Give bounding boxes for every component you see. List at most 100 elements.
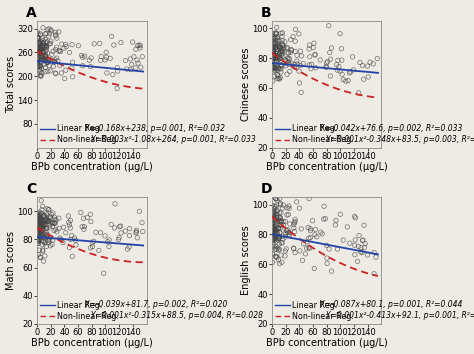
Point bbox=[38, 221, 46, 227]
Point bbox=[275, 44, 283, 50]
Point bbox=[37, 55, 45, 61]
Point bbox=[42, 232, 49, 237]
Text: Y=-0.087x+80.1, p=0.001, R²=0.044: Y=-0.087x+80.1, p=0.001, R²=0.044 bbox=[315, 300, 462, 309]
Point bbox=[297, 48, 304, 54]
Point bbox=[277, 215, 284, 221]
Point bbox=[305, 245, 313, 250]
Point bbox=[276, 44, 283, 50]
Point bbox=[42, 45, 49, 50]
Point bbox=[78, 224, 86, 229]
Point bbox=[41, 240, 48, 246]
Point bbox=[48, 51, 55, 57]
Point bbox=[45, 58, 52, 64]
Point bbox=[269, 45, 276, 51]
Point bbox=[278, 34, 286, 39]
Point bbox=[57, 49, 64, 55]
Point bbox=[39, 57, 47, 63]
Point bbox=[41, 53, 48, 59]
Point bbox=[279, 42, 287, 48]
Point bbox=[269, 220, 276, 226]
Point bbox=[41, 39, 49, 45]
Point bbox=[43, 59, 51, 65]
Point bbox=[270, 231, 278, 236]
Point bbox=[47, 27, 55, 33]
Text: Y=0.001x²-0.413x+92.1, p=0.001, R²=0.038: Y=0.001x²-0.413x+92.1, p=0.001, R²=0.038 bbox=[326, 312, 474, 320]
Point bbox=[298, 226, 305, 232]
Point bbox=[319, 231, 326, 237]
Point bbox=[35, 231, 42, 236]
Point bbox=[34, 56, 41, 62]
Point bbox=[34, 47, 41, 53]
Point bbox=[276, 75, 284, 80]
Point bbox=[323, 242, 330, 248]
Point bbox=[52, 29, 59, 35]
Point bbox=[270, 228, 277, 233]
Point bbox=[275, 53, 283, 59]
Point bbox=[35, 50, 42, 55]
Point bbox=[39, 43, 46, 49]
Point bbox=[272, 31, 280, 37]
Point bbox=[276, 201, 284, 206]
Point bbox=[282, 230, 290, 236]
Point bbox=[369, 61, 377, 67]
Point bbox=[37, 72, 45, 78]
Point bbox=[274, 68, 282, 73]
Point bbox=[269, 222, 276, 228]
Point bbox=[283, 228, 291, 234]
Point bbox=[37, 44, 45, 50]
Point bbox=[273, 244, 280, 249]
Y-axis label: Total scores: Total scores bbox=[6, 56, 16, 113]
X-axis label: BPb concentration (μg/L): BPb concentration (μg/L) bbox=[31, 162, 153, 172]
Point bbox=[284, 212, 292, 217]
Point bbox=[270, 225, 277, 230]
Point bbox=[36, 39, 44, 44]
Point bbox=[283, 55, 291, 61]
Point bbox=[283, 212, 291, 218]
Point bbox=[291, 62, 298, 67]
Point bbox=[333, 62, 340, 68]
Text: Y=-0.168x+238, p=0.001, R²=0.032: Y=-0.168x+238, p=0.001, R²=0.032 bbox=[80, 124, 225, 133]
Point bbox=[308, 61, 315, 67]
Point bbox=[290, 246, 298, 251]
Point bbox=[337, 31, 344, 36]
Point bbox=[38, 241, 46, 247]
Point bbox=[323, 255, 331, 261]
Point bbox=[286, 56, 293, 62]
Point bbox=[69, 59, 76, 65]
Point bbox=[304, 225, 312, 230]
Point bbox=[269, 224, 276, 230]
Point bbox=[272, 196, 280, 201]
Point bbox=[47, 28, 55, 34]
Point bbox=[43, 218, 50, 223]
Point bbox=[279, 205, 286, 211]
Y-axis label: English scores: English scores bbox=[240, 225, 251, 295]
Point bbox=[39, 25, 47, 30]
Point bbox=[41, 56, 48, 62]
Point bbox=[34, 45, 42, 51]
Point bbox=[34, 31, 42, 37]
Point bbox=[269, 63, 276, 69]
Point bbox=[291, 220, 298, 225]
Point bbox=[359, 238, 366, 244]
Point bbox=[39, 55, 47, 61]
Point bbox=[38, 47, 46, 52]
Point bbox=[43, 244, 50, 249]
Point bbox=[277, 225, 284, 231]
Point bbox=[68, 233, 75, 238]
Point bbox=[270, 47, 278, 52]
Point bbox=[274, 257, 282, 263]
Point bbox=[269, 218, 277, 223]
Point bbox=[269, 230, 277, 236]
Point bbox=[273, 230, 281, 236]
Point bbox=[35, 57, 43, 62]
Point bbox=[271, 235, 279, 241]
Point bbox=[334, 67, 341, 73]
Point bbox=[41, 69, 49, 75]
Point bbox=[34, 213, 42, 219]
Point bbox=[36, 40, 44, 46]
Point bbox=[52, 70, 59, 76]
Point bbox=[43, 45, 50, 50]
Point bbox=[71, 235, 78, 241]
Point bbox=[65, 245, 73, 250]
Point bbox=[40, 49, 47, 55]
